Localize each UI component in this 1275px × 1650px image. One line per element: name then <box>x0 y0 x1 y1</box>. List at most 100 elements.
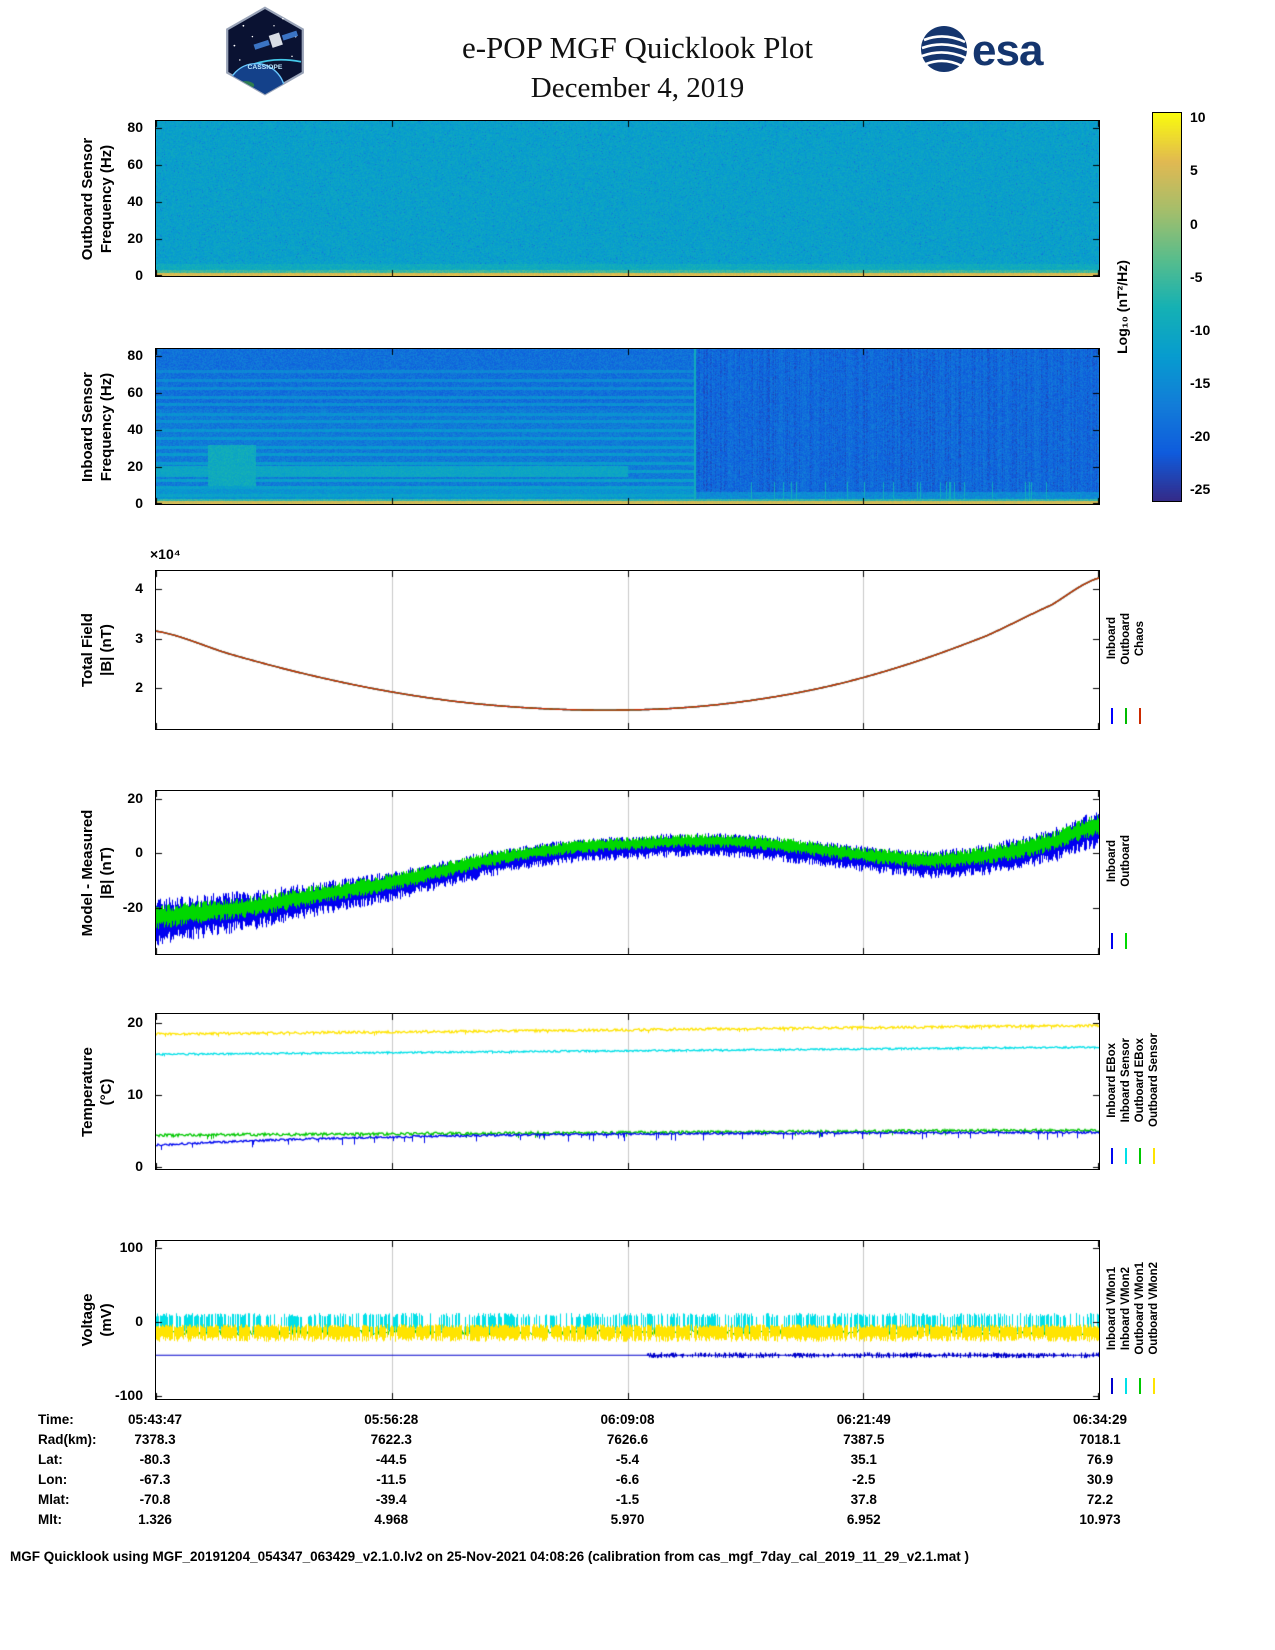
y-tick-label: -100 <box>114 1387 143 1404</box>
legend-model-measured: Inboard Outboard <box>1105 792 1132 953</box>
y-tick-label: 60 <box>127 156 143 173</box>
legend-swatch-outboard-ebox <box>1138 1148 1141 1164</box>
ephemeris-cell: 7378.3 <box>134 1432 176 1447</box>
ephemeris-cell: -1.5 <box>615 1492 640 1507</box>
ephemeris-cell: 7018.1 <box>1079 1432 1121 1447</box>
y-tick-label: -20 <box>122 898 143 915</box>
legend-label: Chaos <box>1133 620 1146 657</box>
legend-entry-outboard-vmon1: Outboard VMon1 <box>1133 1242 1146 1398</box>
panel-voltage: Voltage (mV) -100 0 100 Inboard VMon1 Inbo… <box>0 1238 1275 1403</box>
colorbar-tick-label: 10 <box>1190 109 1206 126</box>
temperature-canvas <box>156 1014 1099 1169</box>
page-date: December 4, 2019 <box>530 72 745 104</box>
ephemeris-row-label: Rad(km): <box>38 1432 97 1447</box>
legend-entry-outboard: Outboard <box>1119 572 1132 728</box>
ephemeris-row-mlat: Mlat: -70.8 -39.4 -1.5 37.8 72.2 <box>0 1492 1275 1512</box>
ephemeris-cell: 06:09:08 <box>600 1412 655 1427</box>
y-tick-labels: -20 0 20 <box>0 790 147 955</box>
ephemeris-cell: 06:21:49 <box>836 1412 891 1427</box>
ephemeris-cell: -11.5 <box>376 1472 407 1487</box>
y-tick-labels: 0 20 40 60 80 <box>0 347 147 511</box>
ephemeris-cell: 7387.5 <box>843 1432 885 1447</box>
legend-label: Inboard VMon2 <box>1119 1266 1132 1351</box>
y-tick-label: 20 <box>127 230 143 247</box>
legend-swatch-outboard-vmon2 <box>1152 1378 1155 1394</box>
y-tick-label: 20 <box>127 790 143 807</box>
y-tick-label: 20 <box>127 1013 143 1030</box>
colorbar-tick-label: -10 <box>1190 321 1211 338</box>
ephemeris-cell: -67.3 <box>139 1472 171 1487</box>
ephemeris-cell: -39.4 <box>375 1492 407 1507</box>
ephemeris-cell: 6.952 <box>846 1512 881 1527</box>
y-tick-label: 10 <box>127 1085 143 1102</box>
ephemeris-row-label: Time: <box>38 1412 74 1427</box>
legend-swatch-outboard-sensor <box>1152 1148 1155 1164</box>
cassiope-patch-text: CASSIOPE <box>248 64 283 71</box>
ephemeris-cell: -6.6 <box>615 1472 640 1487</box>
title-block: e-POP MGF Quicklook Plot December 4, 201… <box>0 30 1275 105</box>
plot-box <box>155 570 1100 730</box>
ephemeris-cell: -5.4 <box>615 1452 640 1467</box>
y-tick-label: 0 <box>135 1312 143 1329</box>
legend-voltage: Inboard VMon1 Inboard VMon2 Outboard VMo… <box>1105 1242 1160 1398</box>
legend-swatch-inboard-ebox <box>1110 1148 1113 1164</box>
legend-swatch-outboard <box>1124 708 1127 724</box>
axis-exponent-label: ×10⁴ <box>150 546 181 562</box>
plot-box <box>155 790 1100 955</box>
legend-label: Inboard Sensor <box>1119 1037 1132 1123</box>
footer-note: MGF Quicklook using MGF_20191204_054347_… <box>10 1549 970 1564</box>
ephemeris-cell: 06:34:29 <box>1072 1412 1128 1427</box>
y-tick-label: 20 <box>127 458 143 475</box>
ephemeris-cell: -2.5 <box>852 1472 876 1487</box>
ephemeris-cell: 30.9 <box>1086 1472 1114 1487</box>
panel-model-minus-measured: Model - Measured |B| (nT) -20 0 20 Inboard… <box>0 790 1275 955</box>
colorbar-label: Log₁₀ (nT²/Hz) <box>1114 260 1130 354</box>
legend-entry-chaos: Chaos <box>1133 572 1146 728</box>
colorbar-tick-label: 0 <box>1190 215 1198 232</box>
y-tick-label: 100 <box>119 1238 143 1255</box>
ephemeris-cell: -70.8 <box>139 1492 171 1507</box>
colorbar-tick-label: -20 <box>1190 428 1211 445</box>
model-measured-canvas <box>156 791 1099 954</box>
y-tick-label: 4 <box>135 579 143 596</box>
ephemeris-cell: 35.1 <box>850 1452 877 1467</box>
y-tick-label: 40 <box>127 193 143 210</box>
ephemeris-row-lat: Lat: -80.3 -44.5 -5.4 35.1 76.9 <box>0 1452 1275 1472</box>
ephemeris-cell: 5.970 <box>610 1512 645 1527</box>
ephemeris-cell: 7622.3 <box>370 1432 412 1447</box>
legend-label: Inboard EBox <box>1105 1042 1118 1118</box>
y-tick-label: 0 <box>135 495 143 511</box>
panel-inboard-spectrogram: Inboard Sensor Frequency (Hz) 0 20 40 60 80 <box>0 347 1275 511</box>
legend-swatch-outboard-vmon1 <box>1138 1378 1141 1394</box>
legend-entry-outboard-vmon2: Outboard VMon2 <box>1147 1242 1160 1398</box>
legend-swatch-inboard-vmon1 <box>1110 1378 1113 1394</box>
y-tick-labels: 2 3 4 <box>0 570 147 730</box>
legend-label: Outboard EBox <box>1133 1037 1146 1123</box>
ephemeris-row-label: Lon: <box>38 1472 68 1487</box>
legend-entry-inboard-ebox: Inboard EBox <box>1105 1015 1118 1168</box>
legend-label: Inboard VMon1 <box>1105 1266 1118 1351</box>
ephemeris-cell: 05:56:28 <box>364 1412 419 1427</box>
colorbar-tick-labels: 10 5 0 -5 -10 -15 -20 -25 <box>1190 109 1250 502</box>
y-tick-label: 3 <box>135 629 143 646</box>
ephemeris-row-label: Lat: <box>38 1452 63 1467</box>
ephemeris-row-label: Mlt: <box>38 1512 62 1527</box>
legend-swatch-inboard <box>1110 933 1113 949</box>
colorbar-gradient-canvas <box>1153 113 1181 501</box>
y-tick-label: 0 <box>135 844 143 861</box>
y-tick-labels: 0 20 40 60 80 <box>0 119 147 283</box>
plot-box <box>155 120 1100 277</box>
panel-temperature: Temperature (°C) 0 10 20 Inboard EBox Inbo… <box>0 1013 1275 1174</box>
colorbar-tick-label: -15 <box>1190 374 1211 391</box>
y-tick-label: 0 <box>135 267 143 283</box>
legend-entry-inboard: Inboard <box>1105 572 1118 728</box>
ephemeris-cell: 7626.6 <box>606 1432 649 1447</box>
legend-entry-outboard-sensor: Outboard Sensor <box>1147 1015 1160 1168</box>
ephemeris-cell: 37.8 <box>850 1492 877 1507</box>
y-tick-label: 80 <box>127 119 143 136</box>
legend-swatch-chaos <box>1138 708 1141 724</box>
legend-label: Inboard <box>1105 839 1118 883</box>
legend-label: Outboard VMon1 <box>1133 1262 1146 1355</box>
colorbar-tick-label: 5 <box>1190 162 1198 179</box>
